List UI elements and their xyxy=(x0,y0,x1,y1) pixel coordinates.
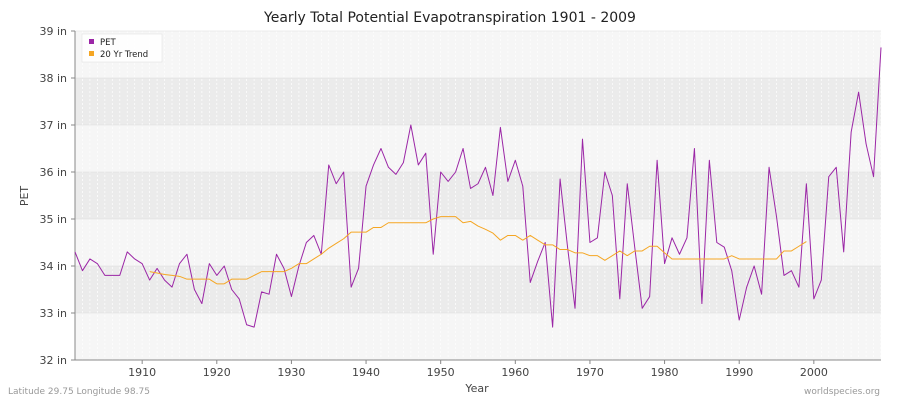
series-line-pet xyxy=(74,47,882,328)
x-axis-label: Year xyxy=(464,382,489,395)
x-tick-label: 2000 xyxy=(800,366,828,379)
y-tick-label: 38 in xyxy=(39,72,67,85)
x-tick-label: 1990 xyxy=(725,366,753,379)
x-tick-label: 1940 xyxy=(352,366,380,379)
background-band xyxy=(75,31,881,78)
x-tick-labels: 1910 1920 1930 1940 1950 1960 1970 1980 1990 2000 xyxy=(128,360,828,379)
x-tick-label: 1950 xyxy=(427,366,455,379)
legend: PET 20 Yr Trend xyxy=(81,33,163,63)
x-tick-label: 1960 xyxy=(501,366,529,379)
background-band xyxy=(75,219,881,266)
legend-box xyxy=(81,33,163,63)
y-tick-label: 37 in xyxy=(39,119,67,132)
x-tick-label: 1970 xyxy=(576,366,604,379)
legend-swatch-trend xyxy=(89,51,94,56)
legend-label-trend: 20 Yr Trend xyxy=(100,50,148,60)
legend-swatch-pet xyxy=(89,39,94,44)
footer-coordinates: Latitude 29.75 Longitude 98.75 xyxy=(8,387,150,397)
legend-label-pet: PET xyxy=(100,38,116,48)
x-tick-label: 1930 xyxy=(277,366,305,379)
footer-source: worldspecies.org xyxy=(804,387,880,397)
y-tick-label: 35 in xyxy=(39,213,67,226)
y-tick-label: 34 in xyxy=(39,260,67,273)
background-band xyxy=(75,266,881,313)
y-tick-labels: 32 in 33 in 34 in 35 in 36 in 37 in 38 in 39 in xyxy=(39,25,75,367)
background-band xyxy=(75,78,881,125)
series-layer xyxy=(74,47,882,328)
x-tick-label: 1920 xyxy=(203,366,231,379)
y-axis-label: PET xyxy=(18,186,31,207)
chart-title: Yearly Total Potential Evapotranspiratio… xyxy=(263,10,636,26)
y-tick-label: 36 in xyxy=(39,166,67,179)
vertical-grid-lines xyxy=(74,31,882,360)
x-tick-label: 1980 xyxy=(651,366,679,379)
y-tick-label: 33 in xyxy=(39,307,67,320)
y-tick-label: 32 in xyxy=(39,354,67,367)
x-tick-label: 1910 xyxy=(128,366,156,379)
y-tick-label: 39 in xyxy=(39,25,67,38)
series-line-20-yr-trend xyxy=(149,216,807,285)
